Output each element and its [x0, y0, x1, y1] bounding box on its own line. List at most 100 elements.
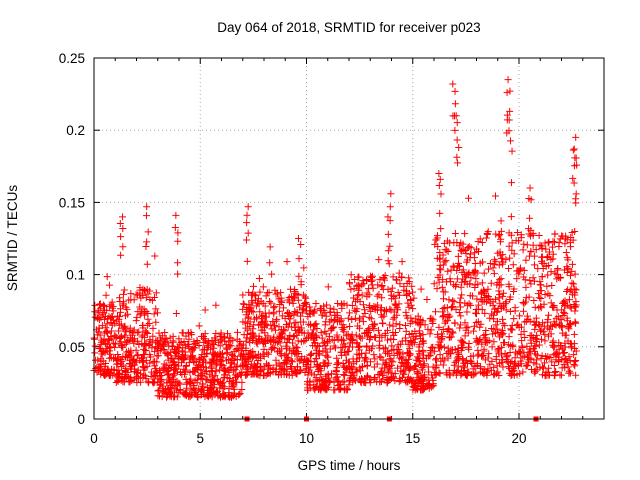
data-point	[390, 331, 398, 339]
data-point	[238, 386, 246, 394]
data-point	[388, 346, 396, 354]
data-point	[549, 238, 557, 246]
data-point	[545, 364, 553, 372]
data-point	[500, 289, 508, 297]
data-point	[303, 303, 311, 311]
data-point	[297, 240, 305, 248]
data-point	[144, 228, 152, 236]
data-point	[409, 288, 417, 296]
data-point	[375, 256, 383, 264]
data-point	[356, 324, 364, 332]
data-point	[280, 358, 288, 366]
data-point	[463, 371, 471, 379]
data-point	[154, 309, 162, 317]
data-point	[389, 322, 397, 330]
data-point	[98, 322, 106, 330]
data-point	[386, 203, 394, 211]
data-point	[152, 305, 160, 313]
data-point	[243, 330, 251, 338]
data-point	[545, 238, 553, 246]
data-point	[572, 154, 580, 162]
data-point	[570, 351, 578, 359]
data-point	[495, 287, 503, 295]
data-point	[470, 370, 478, 378]
data-point	[465, 340, 473, 348]
data-point	[273, 315, 281, 323]
data-point	[182, 390, 190, 398]
data-point	[203, 339, 211, 347]
data-point	[543, 282, 551, 290]
data-point	[287, 364, 295, 372]
data-point	[536, 322, 544, 330]
data-point	[187, 353, 195, 361]
data-point	[337, 385, 345, 393]
data-point	[121, 340, 129, 348]
data-point	[121, 331, 129, 339]
data-point	[297, 338, 305, 346]
data-point	[316, 304, 324, 312]
data-point	[570, 330, 578, 338]
data-point	[439, 261, 447, 269]
data-point	[492, 192, 500, 200]
data-point	[505, 283, 513, 291]
data-point	[170, 366, 178, 374]
data-point	[461, 359, 469, 367]
data-point	[425, 352, 433, 360]
data-point	[297, 318, 305, 326]
data-point	[551, 269, 559, 277]
data-point	[464, 244, 472, 252]
data-point	[547, 268, 555, 276]
data-point	[490, 270, 498, 278]
data-point	[119, 213, 127, 221]
data-point	[564, 286, 572, 294]
data-point	[249, 291, 257, 299]
data-point	[385, 260, 393, 268]
data-point	[449, 80, 457, 88]
data-point	[376, 353, 384, 361]
data-point	[548, 358, 556, 366]
data-point	[404, 349, 412, 357]
data-point	[547, 256, 555, 264]
data-point	[308, 369, 316, 377]
data-point	[367, 278, 375, 286]
data-point	[117, 251, 125, 259]
data-point	[96, 363, 104, 371]
data-point	[91, 313, 99, 321]
data-point	[136, 303, 144, 311]
x-tick-label: 0	[90, 431, 98, 446]
data-point	[480, 370, 488, 378]
data-point	[521, 276, 529, 284]
data-point	[490, 371, 498, 379]
data-point	[200, 345, 208, 353]
data-point	[365, 285, 373, 293]
data-point	[213, 359, 221, 367]
tick-labels: 0 0.05 0.1 0.15 0.2 0.25 0 5 10 15 20	[59, 51, 527, 446]
data-point	[556, 235, 564, 243]
data-point	[555, 239, 563, 247]
data-point	[381, 360, 389, 368]
data-point	[549, 304, 557, 312]
data-point	[130, 337, 138, 345]
data-point	[92, 356, 100, 364]
data-point	[378, 304, 386, 312]
data-point	[267, 321, 275, 329]
data-point	[270, 304, 278, 312]
data-point	[231, 353, 239, 361]
data-point	[260, 323, 268, 331]
data-point	[489, 330, 497, 338]
data-point	[572, 286, 580, 294]
data-point	[210, 341, 218, 349]
data-point	[501, 339, 509, 347]
data-point	[481, 309, 489, 317]
data-point	[450, 298, 458, 306]
data-point	[434, 341, 442, 349]
data-point	[506, 87, 514, 95]
data-point	[201, 306, 209, 314]
data-point	[178, 329, 186, 337]
data-point	[239, 318, 247, 326]
data-point	[420, 385, 428, 393]
data-point	[246, 339, 254, 347]
data-point	[399, 359, 407, 367]
data-point	[301, 293, 309, 301]
data-point	[303, 386, 311, 394]
